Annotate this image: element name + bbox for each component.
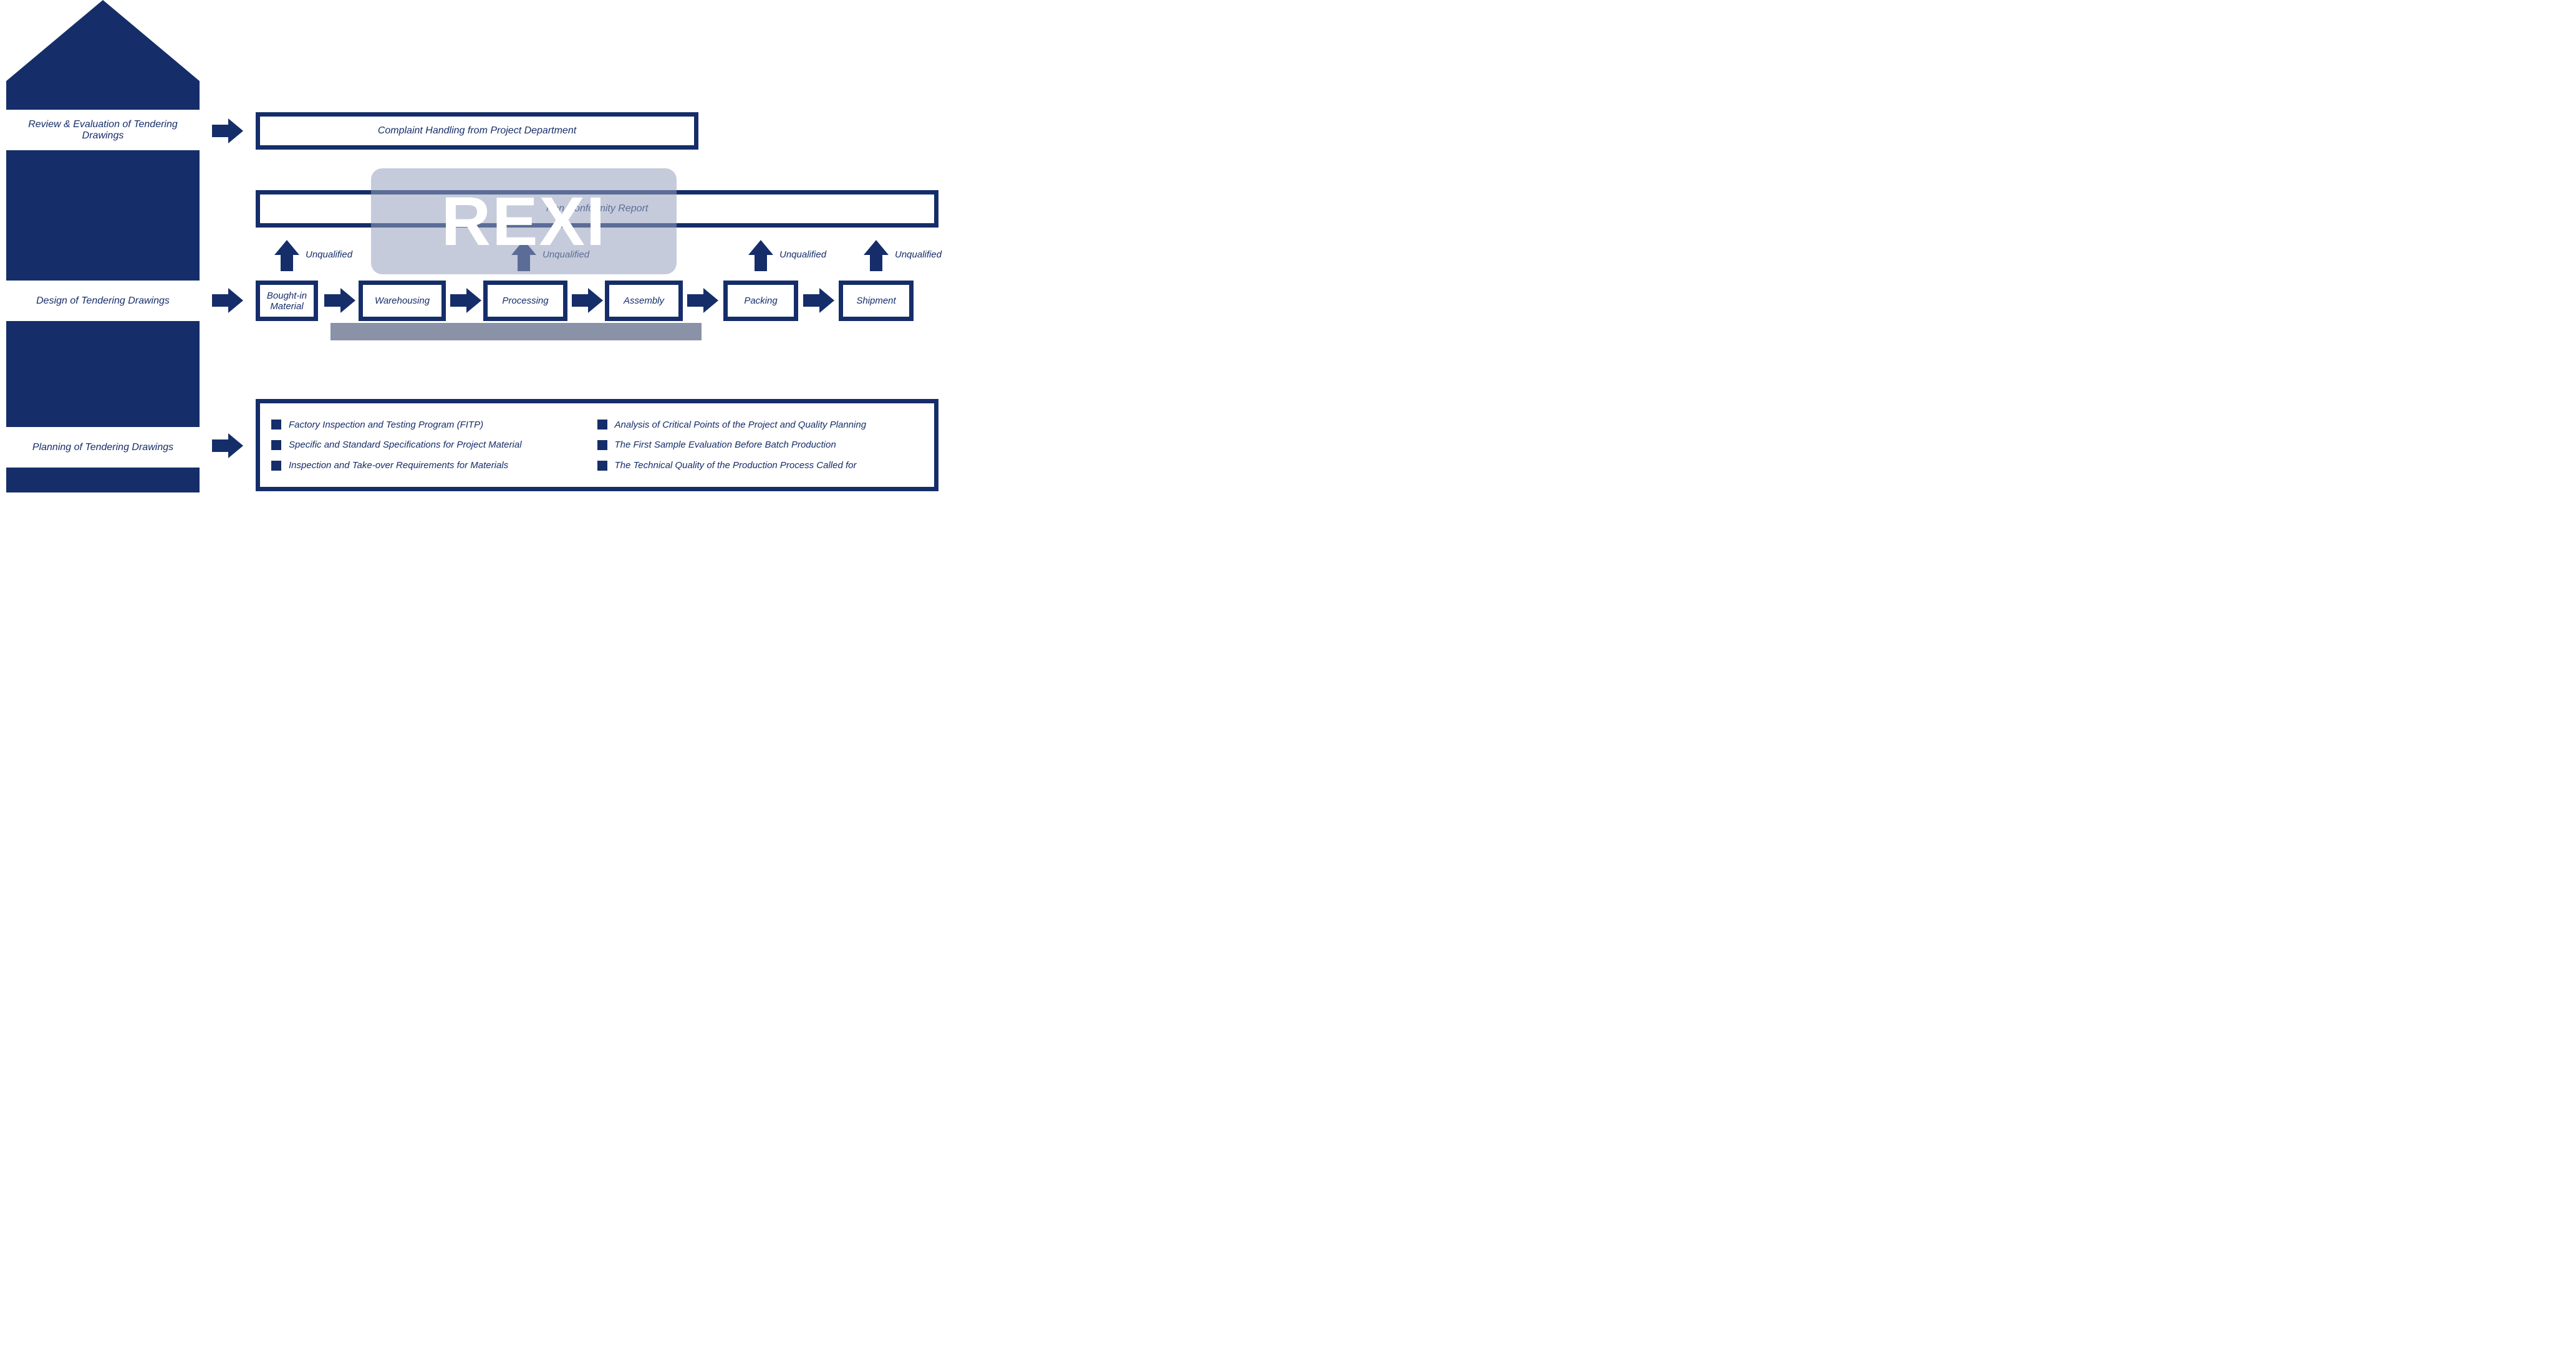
process-packing: Packing — [723, 281, 798, 321]
planning-item-label: The First Sample Evaluation Before Batch… — [615, 439, 836, 450]
process-label: Processing — [502, 295, 548, 306]
arrow-up-icon — [864, 240, 889, 271]
arrow-right-icon — [212, 433, 243, 458]
process-label: Assembly — [624, 295, 664, 306]
complaint-handling-box: Complaint Handling from Project Departme… — [256, 112, 698, 150]
unqualified-label: Unqualified — [779, 249, 826, 260]
review-evaluation-label: Review & Evaluation of Tendering Drawing… — [11, 119, 195, 142]
list-item: Specific and Standard Specifications for… — [271, 439, 597, 450]
bullet-icon — [271, 461, 281, 471]
watermark-text: REXI — [441, 182, 607, 261]
arrow-right-icon — [803, 288, 834, 313]
process-label: Packing — [744, 295, 777, 306]
process-processing: Processing — [483, 281, 567, 321]
list-item: The Technical Quality of the Production … — [597, 460, 924, 471]
sidebar-body: Review & Evaluation of Tendering Drawing… — [6, 81, 200, 492]
unqualified-label: Unqualified — [306, 249, 352, 260]
process-shipment: Shipment — [839, 281, 914, 321]
process-label: Warehousing — [375, 295, 430, 306]
planning-details-box: Factory Inspection and Testing Program (… — [256, 399, 938, 491]
list-item: The First Sample Evaluation Before Batch… — [597, 439, 924, 450]
planning-col-right: Analysis of Critical Points of the Proje… — [597, 415, 924, 476]
arrow-up-icon — [748, 240, 773, 271]
process-bought-in: Bought-in Material — [256, 281, 318, 321]
arrow-up-icon — [274, 240, 299, 271]
arrow-right-icon — [450, 288, 481, 313]
bullet-icon — [597, 420, 607, 430]
sidebar-tip-icon — [6, 0, 200, 81]
list-item: Analysis of Critical Points of the Proje… — [597, 420, 924, 430]
process-assembly: Assembly — [605, 281, 683, 321]
design-box: Design of Tendering Drawings — [6, 281, 200, 321]
planning-box: Planning of Tendering Drawings — [6, 427, 200, 468]
planning-label: Planning of Tendering Drawings — [32, 442, 173, 453]
planning-col-left: Factory Inspection and Testing Program (… — [271, 415, 597, 476]
process-underbar — [330, 323, 702, 340]
arrow-right-icon — [687, 288, 718, 313]
planning-item-label: Inspection and Take-over Requirements fo… — [289, 460, 508, 471]
bullet-icon — [271, 420, 281, 430]
complaint-label: Complaint Handling from Project Departme… — [378, 125, 576, 137]
process-label: Bought-in Material — [260, 290, 314, 312]
bullet-icon — [597, 440, 607, 450]
arrow-right-icon — [212, 118, 243, 143]
arrow-right-icon — [212, 288, 243, 313]
arrow-right-icon — [324, 288, 355, 313]
bullet-icon — [271, 440, 281, 450]
unqualified-label: Unqualified — [895, 249, 942, 260]
watermark-rexi: REXI — [371, 168, 677, 274]
sidebar-pentagon: Review & Evaluation of Tendering Drawing… — [6, 0, 200, 492]
list-item: Inspection and Take-over Requirements fo… — [271, 460, 597, 471]
planning-item-label: Specific and Standard Specifications for… — [289, 439, 522, 450]
planning-item-label: Factory Inspection and Testing Program (… — [289, 420, 483, 430]
process-warehousing: Warehousing — [359, 281, 446, 321]
list-item: Factory Inspection and Testing Program (… — [271, 420, 597, 430]
planning-item-label: Analysis of Critical Points of the Proje… — [615, 420, 867, 430]
bullet-icon — [597, 461, 607, 471]
arrow-right-icon — [572, 288, 603, 313]
design-label: Design of Tendering Drawings — [36, 295, 170, 307]
planning-item-label: The Technical Quality of the Production … — [615, 460, 857, 471]
review-evaluation-box: Review & Evaluation of Tendering Drawing… — [6, 110, 200, 150]
process-label: Shipment — [856, 295, 895, 306]
